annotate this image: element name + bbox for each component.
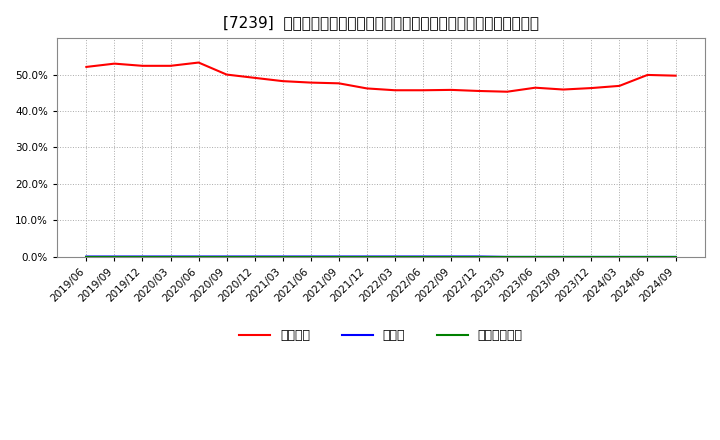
自己資本 (82, 64, 91, 70)
のれん (110, 254, 119, 259)
繰延税金資産 (559, 254, 567, 260)
のれん (82, 254, 91, 259)
自己資本 (110, 61, 119, 66)
のれん (363, 254, 372, 259)
自己資本 (222, 72, 231, 77)
自己資本 (166, 63, 175, 69)
のれん (419, 254, 428, 259)
繰延税金資産 (222, 254, 231, 260)
自己資本 (615, 83, 624, 88)
自己資本 (559, 87, 567, 92)
繰延税金資産 (474, 254, 483, 260)
のれん (279, 254, 287, 259)
繰延税金資産 (194, 254, 203, 260)
のれん (587, 254, 595, 260)
自己資本 (391, 88, 400, 93)
のれん (222, 254, 231, 259)
自己資本 (307, 80, 315, 85)
のれん (531, 254, 539, 260)
自己資本 (447, 87, 456, 92)
Title: [7239]  自己資本、のれん、繰延税金資産の総資産に対する比率の推移: [7239] 自己資本、のれん、繰延税金資産の総資産に対する比率の推移 (223, 15, 539, 30)
のれん (307, 254, 315, 259)
自己資本 (335, 81, 343, 86)
繰延税金資産 (531, 254, 539, 260)
のれん (166, 254, 175, 259)
繰延税金資産 (335, 254, 343, 260)
繰延税金資産 (587, 254, 595, 260)
のれん (251, 254, 259, 259)
繰延税金資産 (363, 254, 372, 260)
のれん (474, 254, 483, 259)
繰延税金資産 (166, 254, 175, 260)
のれん (503, 254, 511, 260)
自己資本 (363, 86, 372, 91)
自己資本 (474, 88, 483, 94)
繰延税金資産 (447, 254, 456, 260)
のれん (643, 254, 652, 260)
繰延税金資産 (251, 254, 259, 260)
のれん (391, 254, 400, 259)
のれん (447, 254, 456, 259)
Legend: 自己資本, のれん, 繰延税金資産: 自己資本, のれん, 繰延税金資産 (234, 324, 528, 348)
のれん (194, 254, 203, 259)
自己資本 (279, 78, 287, 84)
Line: 自己資本: 自己資本 (86, 62, 675, 92)
自己資本 (531, 85, 539, 90)
繰延税金資産 (110, 254, 119, 260)
のれん (335, 254, 343, 259)
自己資本 (671, 73, 680, 78)
自己資本 (587, 85, 595, 91)
のれん (559, 254, 567, 260)
自己資本 (643, 72, 652, 77)
自己資本 (251, 75, 259, 81)
繰延税金資産 (279, 254, 287, 260)
のれん (615, 254, 624, 260)
繰延税金資産 (391, 254, 400, 260)
自己資本 (503, 89, 511, 94)
のれん (138, 254, 147, 259)
自己資本 (194, 60, 203, 65)
繰延税金資産 (82, 254, 91, 260)
のれん (671, 254, 680, 260)
繰延税金資産 (307, 254, 315, 260)
繰延税金資産 (615, 254, 624, 260)
繰延税金資産 (419, 254, 428, 260)
繰延税金資産 (643, 254, 652, 260)
繰延税金資産 (138, 254, 147, 260)
繰延税金資産 (503, 254, 511, 260)
自己資本 (419, 88, 428, 93)
自己資本 (138, 63, 147, 69)
繰延税金資産 (671, 254, 680, 260)
